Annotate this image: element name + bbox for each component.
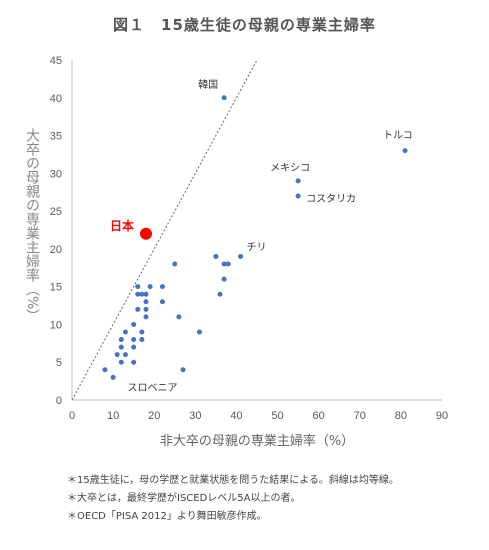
data-point (196, 329, 202, 335)
data-point (118, 344, 124, 350)
data-point (131, 359, 137, 365)
japan-point (140, 227, 152, 240)
y-tick-label: 45 (50, 55, 62, 67)
data-point (225, 261, 231, 267)
x-tick-label: 20 (148, 410, 160, 422)
data-point (295, 193, 301, 199)
data-point (110, 374, 116, 380)
data-point (118, 337, 124, 343)
data-point (402, 148, 408, 154)
x-tick-label: 90 (436, 410, 448, 422)
data-point (176, 314, 182, 320)
data-point (135, 306, 141, 312)
y-tick-label: 20 (50, 244, 62, 256)
y-tick-label: 25 (50, 206, 62, 218)
y-tick-label: 15 (50, 282, 62, 294)
data-point (122, 329, 128, 335)
data-point (139, 337, 145, 343)
data-point (295, 178, 301, 184)
data-point (213, 253, 219, 259)
y-tick-label: 35 (50, 131, 62, 143)
data-point (143, 291, 149, 297)
data-point (135, 284, 141, 290)
x-tick-label: 70 (354, 410, 366, 422)
data-point (102, 367, 108, 373)
data-point (118, 359, 124, 365)
footnote: ＊大卒とは，最終学歴がISCEDレベル5A以上の者。 (67, 493, 301, 504)
x-tick-label: 0 (69, 410, 75, 422)
y-tick-label: 10 (50, 319, 62, 331)
footnote: ＊OECD「PISA 2012」より舞田敏彦作成。 (67, 511, 267, 522)
data-point (122, 352, 128, 358)
footnote: ＊15歳生徒に，母の学歴と就業状態を問うた結果による。斜線は均等線。 (67, 475, 399, 486)
data-point (131, 321, 137, 327)
x-tick-label: 50 (271, 410, 283, 422)
data-point (238, 253, 244, 259)
equality-line (71, 59, 258, 401)
y-tick-label: 40 (50, 93, 62, 105)
data-point (147, 284, 153, 290)
data-point (159, 284, 165, 290)
point-annotation: トルコ (383, 131, 413, 142)
y-axis-label: 大卒の母親の専業主婦率（%） (24, 128, 40, 324)
y-tick-label: 5 (56, 357, 62, 369)
data-point (131, 337, 137, 343)
data-point (139, 329, 145, 335)
data-point (131, 344, 137, 350)
point-annotation: チリ (247, 241, 267, 253)
data-point (143, 314, 149, 320)
x-axis-label: 非大卒の母親の専業主婦率（%） (159, 434, 355, 449)
x-tick-label: 30 (189, 410, 201, 422)
point-annotation: 日本 (110, 218, 134, 233)
point-annotation: スロベニア (128, 382, 178, 394)
data-point (217, 291, 223, 297)
data-point (221, 276, 227, 282)
footnotes: ＊15歳生徒に，母の学歴と就業状態を問うた結果による。斜線は均等線。 ＊大卒とは… (67, 472, 399, 526)
x-tick-label: 10 (107, 410, 119, 422)
data-point (180, 367, 186, 373)
point-annotation: 韓国 (198, 79, 218, 91)
data-point (139, 291, 145, 297)
x-tick-label: 60 (313, 410, 325, 422)
data-point (159, 299, 165, 305)
data-point (221, 261, 227, 267)
point-annotation: メキシコ (270, 163, 310, 174)
y-tick-label: 30 (50, 168, 62, 180)
data-point (114, 352, 120, 358)
x-tick-label: 40 (230, 410, 242, 422)
data-point (143, 299, 149, 305)
chart-title: 図１ 15歳生徒の母親の専業主婦率 (113, 16, 376, 34)
y-tick-label: 0 (56, 395, 62, 407)
data-point (135, 291, 141, 297)
x-tick-label: 80 (395, 410, 407, 422)
data-point (143, 306, 149, 312)
data-point (172, 261, 178, 267)
data-point (221, 95, 227, 101)
point-annotation: コスタリカ (306, 193, 356, 205)
